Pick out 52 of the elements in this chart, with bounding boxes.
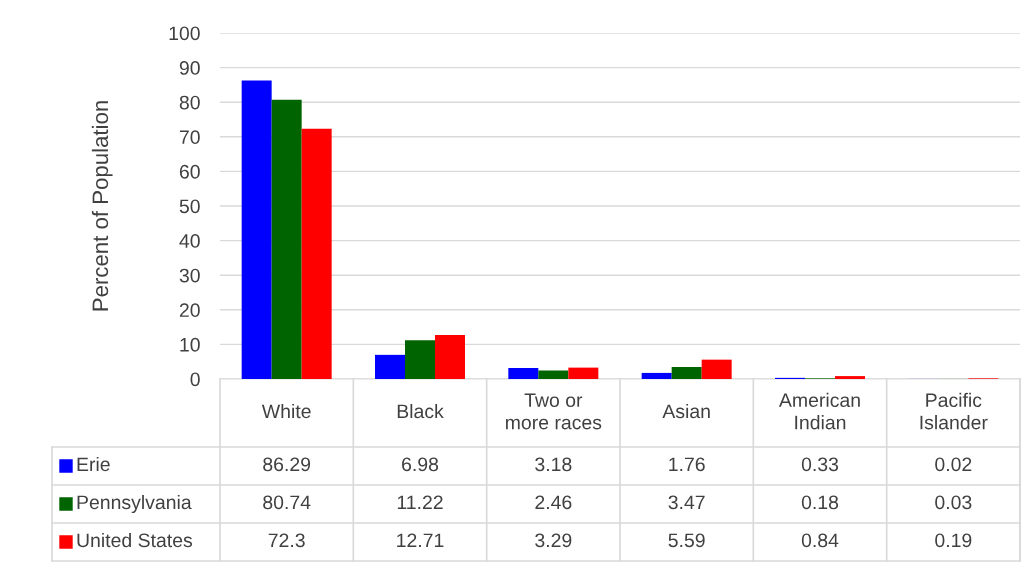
y-tick-label: 30 [179,268,200,283]
x-tick-label: Asian [662,403,710,419]
data-label: 0.02 [935,457,972,472]
y-tick-label: 10 [180,337,200,352]
data-label: 72.3 [268,533,305,548]
y-tick-label: 90 [179,61,200,75]
bar [671,366,702,379]
bar [301,128,332,379]
y-tick-label: 70 [179,130,200,145]
bar [568,367,599,379]
data-label: 0.19 [935,533,972,548]
bar [508,368,539,379]
data-label: 6.98 [402,457,439,472]
data-label: 0.84 [801,533,839,548]
x-tick-label: American Indian [778,392,860,430]
bar [641,372,672,379]
data-label: 86.29 [263,457,311,472]
y-tick-label: 100 [169,26,200,41]
y-tick-label: 0 [190,372,200,387]
bar [538,370,569,379]
data-label: 5.59 [668,533,705,548]
y-tick-label: 20 [179,303,200,318]
y-tick-label: 80 [179,95,200,110]
legend-label: Erie [77,456,110,472]
y-axis-title: Percent of Population [91,101,113,311]
data-label: 0.18 [801,495,839,510]
data-label: 3.47 [668,495,705,510]
bar [435,335,465,379]
data-label: 3.29 [535,533,572,548]
x-tick-label: White [261,403,311,419]
bar [375,354,405,379]
data-label: 0.33 [801,457,839,472]
data-label: 1.76 [669,457,705,472]
bar [241,80,272,379]
x-tick-label: Two or more races [506,393,602,430]
data-label: 3.18 [535,457,572,472]
bar [701,359,732,379]
data-label: 80.74 [263,495,311,510]
x-tick-label: Black [397,403,444,419]
data-label: 2.46 [535,495,572,510]
legend-label: United States [77,532,193,548]
y-tick-label: 40 [179,234,200,248]
bar [405,340,435,379]
data-label: 11.22 [397,495,443,510]
y-tick-label: 60 [179,164,200,179]
x-tick-label: Pacific Islander [920,392,988,430]
legend-label: Pennsylvania [77,494,192,514]
y-tick-label: 50 [179,199,200,214]
data-label: 0.03 [935,495,972,510]
bar [835,376,865,379]
bar [271,99,302,379]
data-label: 12.71 [397,533,444,548]
